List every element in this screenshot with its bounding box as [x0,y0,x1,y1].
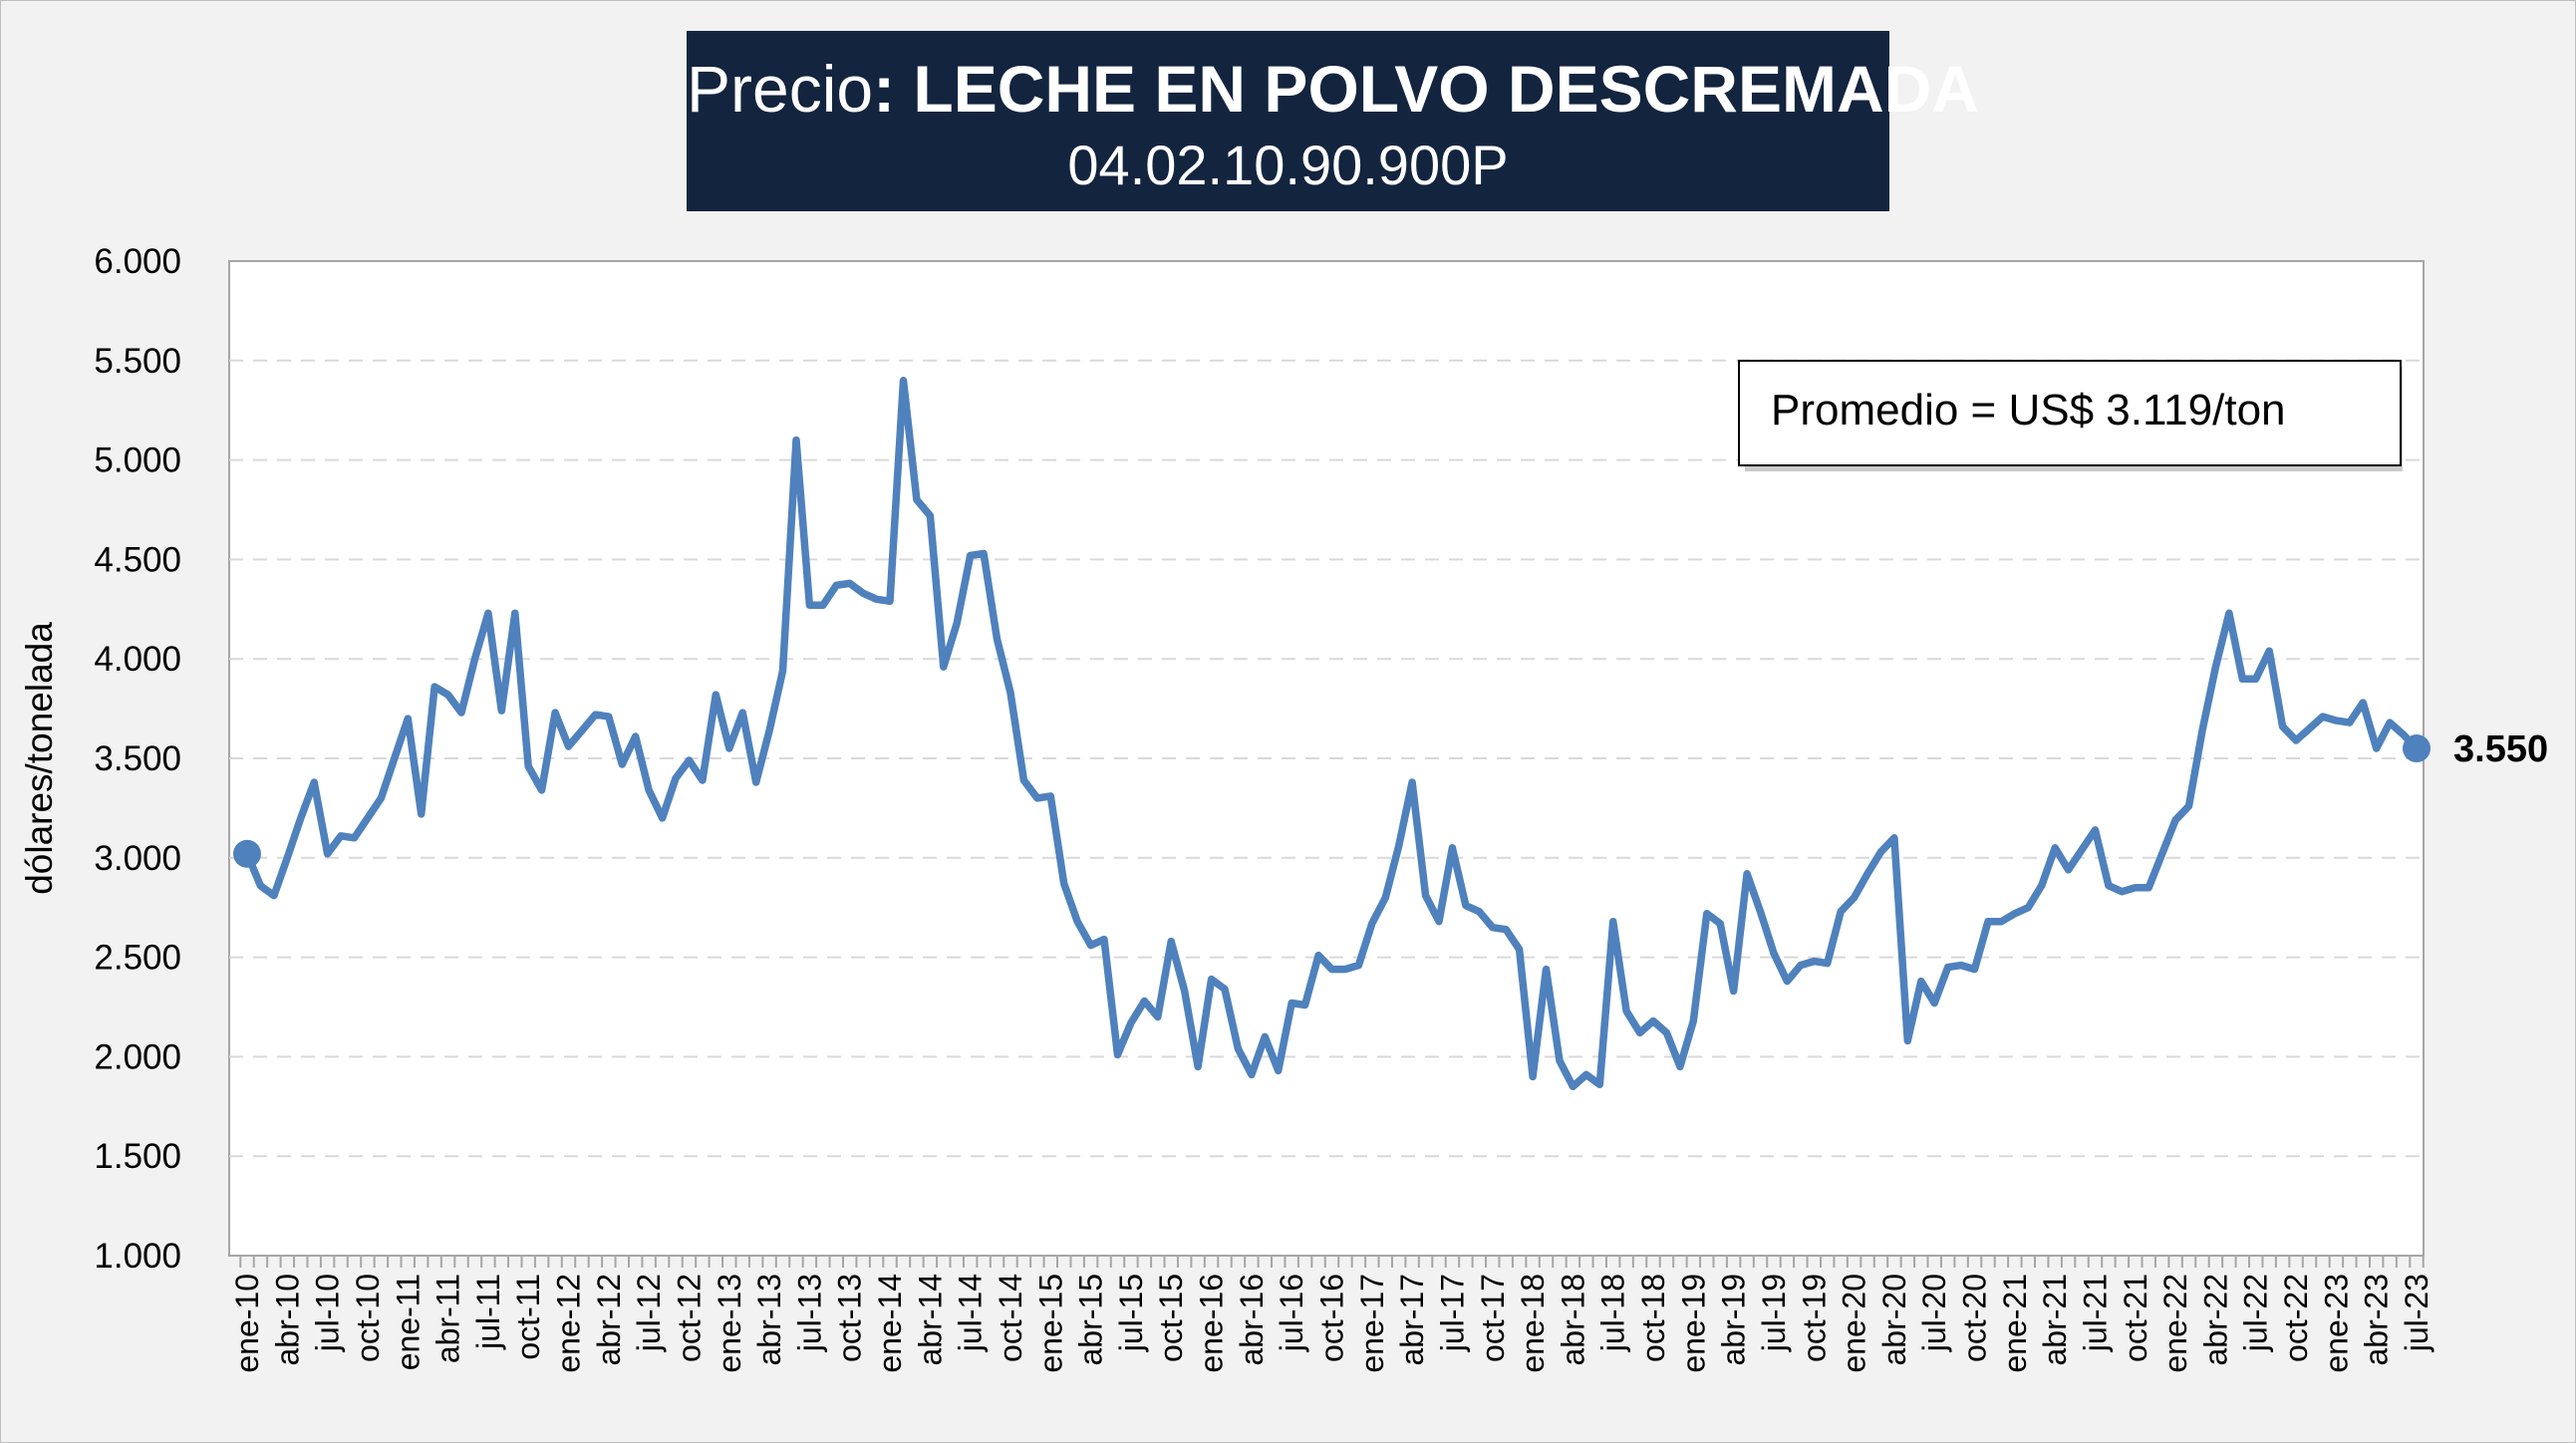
x-tick-label: abr-14 [912,1274,948,1366]
x-tick-label: ene-18 [1515,1274,1551,1373]
x-tick-label: abr-11 [430,1274,466,1363]
average-annotation-text: Promedio = US$ 3.119/ton [1771,386,2286,434]
x-tick-label: abr-12 [591,1274,627,1366]
x-tick-label: ene-15 [1032,1274,1068,1373]
x-tick-label: jul-22 [2238,1274,2274,1352]
y-tick-label: 4.000 [94,640,181,679]
x-tick-label: jul-23 [2399,1274,2434,1352]
x-tick-label: jul-10 [310,1274,346,1352]
x-tick-label: abr-13 [751,1274,787,1366]
x-tick-label: oct-19 [1796,1274,1832,1362]
x-tick-label: ene-11 [390,1274,426,1370]
start-marker [233,839,261,868]
y-axis-ticks: 1.000 1.500 2.000 2.500 3.000 3.500 4.000 4.500… [94,242,181,1276]
x-tick-label: ene-19 [1675,1274,1711,1373]
x-tick-label: ene-12 [551,1274,587,1373]
x-tick-label: jul-15 [1113,1274,1149,1352]
x-tick-label: ene-10 [229,1274,265,1373]
x-tick-label: ene-13 [712,1274,747,1373]
x-tick-label: abr-16 [1234,1274,1270,1366]
x-tick-label: ene-17 [1354,1274,1390,1373]
chart-title-prefix: Precio [687,52,874,126]
x-tick-label: oct-22 [2278,1274,2314,1362]
x-tick-label: abr-15 [1073,1274,1109,1366]
x-tick-label: abr-19 [1716,1274,1752,1366]
chart-title: Precio: LECHE EN POLVO DESCREMADA [687,49,1979,129]
x-tick-label: abr-22 [2197,1274,2233,1366]
x-tick-label: jul-16 [1274,1274,1309,1352]
x-tick-label: oct-10 [350,1274,386,1362]
x-tick-label: ene-14 [872,1274,908,1373]
x-tick-label: jul-13 [791,1274,827,1352]
x-tick-label: ene-22 [2157,1274,2193,1373]
x-tick-label: oct-20 [1957,1274,1993,1362]
y-tick-label: 4.500 [94,540,181,579]
end-value-label: 3.550 [2453,728,2548,770]
x-tick-label: abr-17 [1394,1274,1430,1366]
x-tick-label: jul-18 [1595,1274,1631,1352]
x-tick-label: jul-11 [470,1274,506,1350]
x-tick-label: oct-17 [1475,1274,1511,1362]
x-tick-label: oct-16 [1314,1274,1350,1362]
y-tick-label: 1.500 [94,1137,181,1176]
x-tick-label: jul-14 [953,1274,989,1352]
y-tick-label: 5.000 [94,441,181,480]
x-axis-ticks: ene-10 abr-10 jul-10 oct-10 ene-11 abr-11 jul-… [229,1256,2434,1373]
x-tick-label: oct-12 [671,1274,707,1362]
x-tick-label: oct-14 [993,1274,1028,1362]
y-axis-label: dólares/tonelada [19,622,60,895]
x-tick-label: oct-11 [510,1274,546,1360]
y-tick-label: 1.000 [94,1237,181,1276]
end-marker [2403,734,2431,763]
average-annotation-box [1738,360,2402,466]
x-tick-label: jul-19 [1756,1274,1792,1352]
chart-title-main: : LECHE EN POLVO DESCREMADA [873,52,1979,126]
chart-title-box: Precio: LECHE EN POLVO DESCREMADA 04.02.… [687,31,1979,211]
y-tick-label: 5.500 [94,342,181,381]
x-tick-label: jul-21 [2077,1274,2113,1352]
average-annotation: Promedio = US$ 3.119/ton [1738,360,2403,471]
x-tick-label: jul-17 [1434,1274,1470,1352]
x-tick-label: abr-20 [1876,1274,1912,1366]
x-tick-label: abr-18 [1555,1274,1590,1366]
chart-subtitle: 04.02.10.90.900P [1067,134,1509,196]
y-tick-label: 2.500 [94,939,181,978]
x-tick-label: ene-16 [1194,1274,1230,1373]
y-tick-label: 3.000 [94,839,181,878]
x-tick-label: ene-21 [1997,1274,2033,1373]
y-tick-label: 3.500 [94,739,181,778]
x-tick-label: ene-20 [1837,1274,1872,1373]
x-tick-label: oct-21 [2118,1274,2153,1362]
x-tick-label: jul-12 [631,1274,667,1352]
series-line [243,377,2421,1091]
x-tick-label: ene-23 [2318,1274,2354,1373]
y-tick-label: 2.000 [94,1037,181,1076]
x-tick-label: oct-18 [1635,1274,1671,1362]
x-tick-label: oct-15 [1153,1274,1189,1362]
x-tick-label: abr-23 [2359,1274,2395,1366]
y-tick-label: 6.000 [94,242,181,281]
x-tick-label: jul-20 [1916,1274,1952,1352]
x-tick-label: oct-13 [832,1274,868,1362]
x-tick-label: abr-10 [269,1274,305,1366]
x-tick-label: abr-21 [2037,1274,2073,1366]
